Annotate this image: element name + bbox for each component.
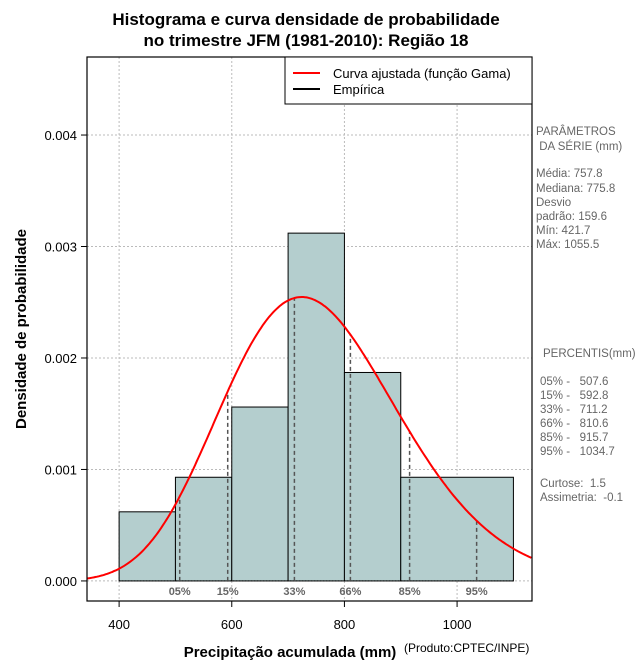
param-max: Máx: 1055.5 bbox=[536, 239, 599, 251]
x-tick-label: 600 bbox=[221, 617, 243, 632]
legend: Curva ajustada (função Gama) Empírica bbox=[284, 56, 533, 105]
perc-33: 33% - 711.2 bbox=[540, 404, 608, 416]
y-tick-label: 0.001 bbox=[44, 462, 77, 477]
x-tick-label: 800 bbox=[334, 617, 356, 632]
y-tick-label: 0.002 bbox=[44, 351, 77, 366]
histogram-bar bbox=[287, 232, 345, 582]
percentiles-title: PERCENTIS(mm) bbox=[543, 348, 636, 360]
params-title-2: DA SÉRIE (mm) bbox=[536, 140, 622, 153]
histogram-bar bbox=[343, 371, 402, 582]
y-tick-label: 0.000 bbox=[44, 574, 77, 589]
x-tick-label: 1000 bbox=[443, 617, 472, 632]
chart-title-line2: no trimestre JFM (1981-2010): Região 18 bbox=[143, 31, 468, 50]
param-sd-1: Desvio bbox=[536, 197, 571, 209]
y-axis-label: Densidade de probabilidade bbox=[13, 229, 30, 429]
gamma-curve bbox=[86, 296, 532, 580]
y-tick-label: 0.003 bbox=[44, 240, 77, 255]
kurtosis: Curtose: 1.5 bbox=[540, 478, 606, 490]
perc-95: 95% - 1034.7 bbox=[540, 446, 615, 458]
percentile-label: 66% bbox=[339, 586, 361, 598]
params-title-1: PARÂMETROS bbox=[536, 125, 616, 138]
y-tick-label: 0.004 bbox=[44, 128, 77, 143]
legend-label-empirical: Empírica bbox=[333, 82, 385, 97]
series-parameters-panel: PARÂMETROS DA SÉRIE (mm) Média: 757.8 Me… bbox=[536, 125, 636, 504]
x-tick-label: 400 bbox=[108, 617, 130, 632]
percentile-label: 05% bbox=[169, 586, 191, 598]
perc-15: 15% - 592.8 bbox=[540, 390, 608, 402]
param-mean: Média: 757.8 bbox=[536, 168, 603, 180]
param-sd-2: padrão: 159.6 bbox=[536, 211, 607, 223]
histogram-bar bbox=[400, 476, 514, 582]
percentile-label: 15% bbox=[217, 586, 239, 598]
chart-title-line1: Histograma e curva densidade de probabil… bbox=[112, 10, 499, 29]
percentile-label: 85% bbox=[399, 586, 421, 598]
param-min: Mín: 421.7 bbox=[536, 225, 590, 237]
credit-text: (Produto:CPTEC/INPE) bbox=[404, 641, 529, 655]
skewness: Assimetria: -0.1 bbox=[540, 492, 623, 504]
percentile-label: 95% bbox=[466, 586, 488, 598]
perc-85: 85% - 915.7 bbox=[540, 432, 608, 444]
perc-66: 66% - 810.6 bbox=[540, 418, 608, 430]
x-axis-label: Precipitação acumulada (mm) bbox=[184, 644, 397, 660]
percentile-label: 33% bbox=[283, 586, 305, 598]
histogram-bar bbox=[231, 406, 289, 582]
perc-05: 05% - 507.6 bbox=[540, 376, 608, 388]
histogram-bar bbox=[174, 476, 233, 582]
legend-label-curve: Curva ajustada (função Gama) bbox=[333, 66, 511, 81]
param-median: Mediana: 775.8 bbox=[536, 183, 615, 195]
